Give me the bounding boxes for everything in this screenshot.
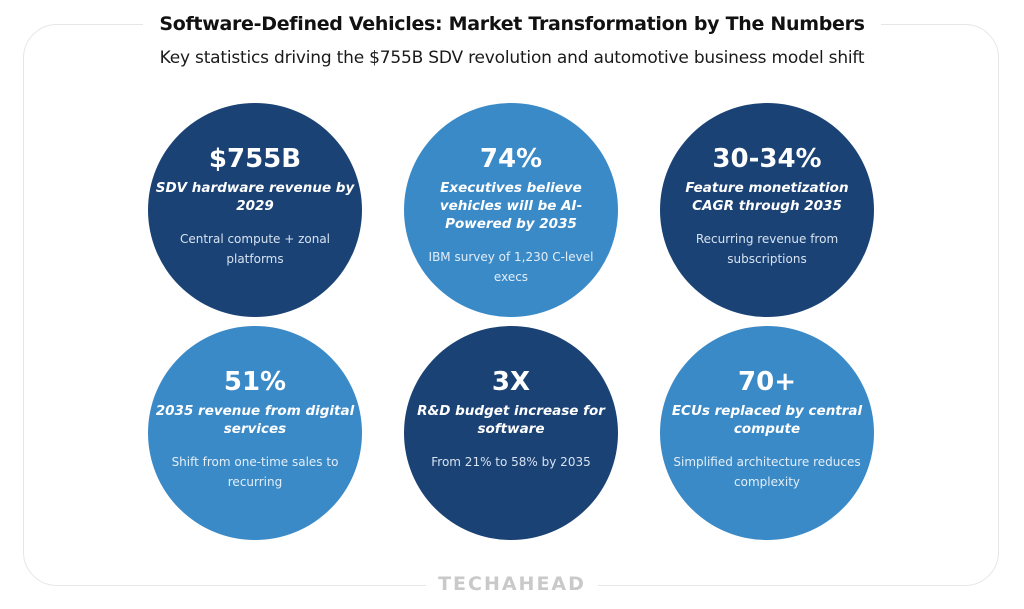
stat-label: SDV hardware revenue by 2029	[155, 180, 355, 214]
page-title: Software-Defined Vehicles: Market Transf…	[143, 13, 881, 35]
stat-note: Shift from one-time sales to recurring	[171, 455, 339, 489]
stat-note: Simplified architecture reduces complexi…	[673, 455, 861, 489]
stat-note: From 21% to 58% by 2035	[431, 455, 591, 469]
stat-circle-digital-services: 51% 2035 revenue from digital services S…	[148, 326, 362, 540]
footer: TECHAHEAD	[0, 573, 1024, 595]
brand-logo: TECHAHEAD	[426, 573, 598, 595]
stat-circle-monetization-cagr: 30-34% Feature monetization CAGR through…	[660, 103, 874, 317]
stat-label: ECUs replaced by central compute	[671, 403, 863, 437]
stat-circle-ai-powered: 74% Executives believe vehicles will be …	[404, 103, 618, 317]
stat-circle-ecus-replaced: 70+ ECUs replaced by central compute Sim…	[660, 326, 874, 540]
stat-note: IBM survey of 1,230 C-level execs	[428, 250, 594, 284]
stat-label: Feature monetization CAGR through 2035	[685, 180, 849, 214]
stat-note: Recurring revenue from subscriptions	[695, 232, 839, 266]
stat-value: 3X	[491, 367, 531, 397]
stat-value: $755B	[208, 144, 302, 174]
stat-label: 2035 revenue from digital services	[155, 403, 355, 437]
stat-value: 51%	[223, 367, 287, 397]
stat-value: 70+	[738, 367, 796, 397]
stat-label: Executives believe vehicles will be AI-P…	[439, 180, 583, 232]
stat-label: R&D budget increase for software	[417, 403, 605, 437]
page-subtitle: Key statistics driving the $755B SDV rev…	[159, 48, 865, 68]
stat-note: Central compute + zonal platforms	[179, 232, 331, 266]
stat-circle-hardware-revenue: $755B SDV hardware revenue by 2029 Centr…	[148, 103, 362, 317]
stat-value: 30-34%	[712, 144, 822, 174]
stat-circle-rd-budget: 3X R&D budget increase for software From…	[404, 326, 618, 540]
title-wrap: Software-Defined Vehicles: Market Transf…	[0, 13, 1024, 35]
stat-value: 74%	[479, 144, 543, 174]
